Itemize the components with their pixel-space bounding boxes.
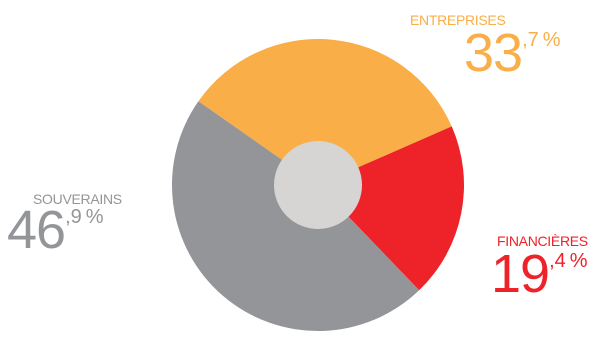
label-financieres: FINANCIÈRES 19,4% — [491, 233, 588, 301]
value-entreprises-dec: ,7 — [522, 29, 539, 51]
value-financieres-dec: ,4 — [549, 250, 566, 272]
label-entreprises-name: ENTREPRISES — [410, 12, 506, 28]
value-entreprises-pct: % — [542, 29, 561, 51]
label-souverains: SOUVERAINS 46,9% — [7, 191, 122, 257]
label-entreprises-value: 33,7% — [464, 26, 561, 80]
label-entreprises: ENTREPRISES 33,7% — [410, 12, 561, 80]
label-souverains-name: SOUVERAINS — [33, 191, 122, 207]
value-financieres-int: 19 — [491, 244, 550, 304]
label-souverains-value: 46,9% — [7, 203, 122, 257]
pie-slice-financieres — [318, 126, 465, 291]
value-entreprises-int: 33 — [464, 23, 523, 83]
donut-center — [274, 141, 362, 229]
value-souverains-dec: ,9 — [65, 206, 82, 228]
value-souverains-pct: % — [85, 206, 104, 228]
pie-slice-entreprises — [198, 38, 452, 185]
value-souverains-int: 46 — [7, 200, 66, 260]
label-financieres-value: 19,4% — [491, 247, 588, 301]
label-financieres-name: FINANCIÈRES — [497, 233, 588, 249]
value-financieres-pct: % — [569, 250, 588, 272]
